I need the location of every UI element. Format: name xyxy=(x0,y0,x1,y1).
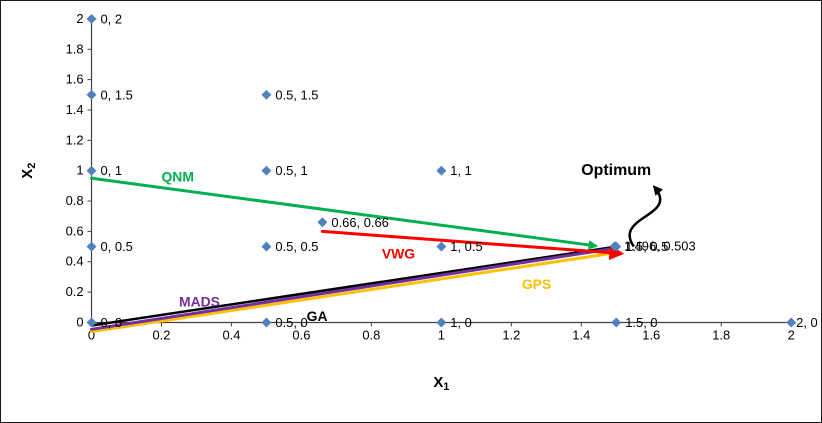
path-gps xyxy=(90,251,618,334)
path-label-ga: GA xyxy=(307,308,328,324)
y-axis-title: X2 xyxy=(19,163,38,179)
x-tick-label: 0.6 xyxy=(292,327,310,342)
data-point xyxy=(86,241,97,252)
y-tick-label: 1 xyxy=(76,163,83,178)
y-tick-label: 0.8 xyxy=(66,193,84,208)
y-tick-label: 0 xyxy=(76,314,83,329)
data-point-label: 1.496, 0.503 xyxy=(624,239,696,254)
data-point-label: 0.5, 0 xyxy=(275,315,307,330)
x-tick-label: 0 xyxy=(88,327,95,342)
y-tick-label: 0.6 xyxy=(66,223,84,238)
path-mads xyxy=(90,246,618,331)
data-point xyxy=(261,165,272,176)
y-tick-label: 2 xyxy=(76,11,83,26)
path-label-qnm: QNM xyxy=(161,168,193,184)
data-point xyxy=(611,317,622,328)
optimum-label: Optimum xyxy=(581,162,651,179)
x-tick-label: 1.4 xyxy=(572,327,590,342)
y-tick-label: 0.4 xyxy=(66,254,84,269)
data-point-label: 1, 0 xyxy=(450,315,472,330)
data-point-label: 1, 0.5 xyxy=(450,239,482,254)
data-point xyxy=(86,317,97,328)
data-point xyxy=(436,317,447,328)
data-point xyxy=(86,89,97,100)
x-tick-label: 0.2 xyxy=(153,327,171,342)
data-point-label: 0, 0.5 xyxy=(100,239,132,254)
data-point-label: 1.5, 0.5 xyxy=(625,239,668,254)
data-point xyxy=(261,317,272,328)
path-label-vwg: VWG xyxy=(382,246,415,262)
data-point-label: 0, 1 xyxy=(100,163,122,178)
data-point xyxy=(86,13,97,24)
data-point-label: 0.5, 0.5 xyxy=(275,239,318,254)
path-label-gps: GPS xyxy=(522,276,551,292)
data-point-label: 0.5, 1.5 xyxy=(275,87,318,102)
y-tick-label: 0.2 xyxy=(66,284,84,299)
data-point xyxy=(261,89,272,100)
x-tick-label: 0.4 xyxy=(222,327,240,342)
data-point xyxy=(86,165,97,176)
y-tick-label: 1.6 xyxy=(66,72,84,87)
data-point-label: 1, 1 xyxy=(450,163,472,178)
x-tick-label: 1.2 xyxy=(502,327,520,342)
data-point xyxy=(436,241,447,252)
data-point xyxy=(786,317,797,328)
y-tick-label: 1.4 xyxy=(66,102,84,117)
data-point-label: 0, 2 xyxy=(100,11,122,26)
x-tick-label: 1 xyxy=(438,327,445,342)
x-tick-label: 0.8 xyxy=(362,327,380,342)
data-point xyxy=(611,241,622,252)
y-tick-label: 1.8 xyxy=(66,41,84,56)
data-point xyxy=(436,165,447,176)
path-label-mads: MADS xyxy=(179,294,220,310)
y-tick-label: 1.2 xyxy=(66,132,84,147)
data-point xyxy=(261,241,272,252)
data-point-label: 0, 1.5 xyxy=(100,87,132,102)
x-tick-label: 1.8 xyxy=(712,327,730,342)
data-point-label: 1.5, 0 xyxy=(625,315,657,330)
x-tick-label: 1.6 xyxy=(642,327,660,342)
path-qnm xyxy=(90,176,599,250)
data-point-label: 0.5, 1 xyxy=(275,163,307,178)
x-tick-label: 2 xyxy=(788,327,795,342)
data-point-label: 0.66, 0.66 xyxy=(331,215,388,230)
path-ga xyxy=(90,245,618,327)
data-point-label: 0, 0 xyxy=(100,315,122,330)
x-axis-title: X1 xyxy=(433,374,449,393)
data-point xyxy=(317,217,328,228)
path-vwg xyxy=(320,229,625,261)
data-point-label: 2, 0 xyxy=(796,315,818,330)
optimum-arrow xyxy=(628,185,664,248)
